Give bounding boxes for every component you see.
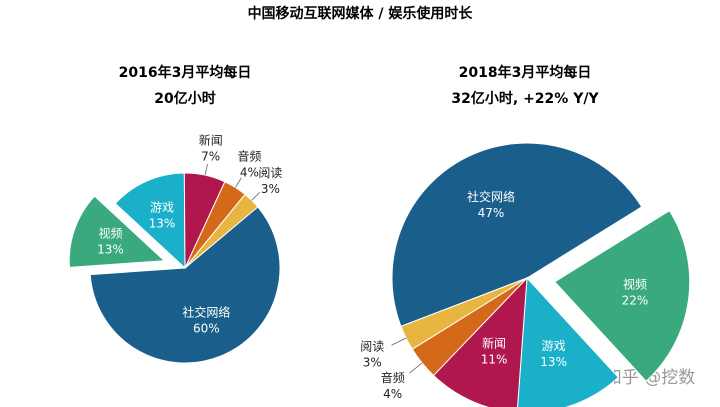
chart-title: 2016年3月平均每日 (119, 64, 252, 81)
slice-label: 游戏 (542, 339, 566, 353)
slice-label: 新闻 (482, 335, 506, 350)
value-label: 4% (383, 387, 402, 401)
pie-slice (391, 142, 643, 328)
value-label: 7% (201, 150, 220, 164)
pie-slice (89, 206, 281, 364)
chart-subtitle: 20亿小时 (154, 90, 215, 107)
value-label: 11% (481, 352, 508, 366)
value-label: 4% (240, 165, 259, 179)
slice-label: 音频 (381, 370, 405, 385)
slice-label: 音频 (237, 148, 261, 163)
pie-slice (517, 276, 620, 407)
value-label: 3% (261, 182, 280, 196)
pie-slice (553, 209, 691, 382)
value-label: 47% (478, 206, 505, 220)
pie-slice (114, 172, 186, 270)
leader-line (391, 337, 407, 346)
leader-line (409, 362, 423, 374)
value-label: 13% (149, 216, 176, 230)
slice-label: 阅读 (258, 166, 282, 180)
slice-label: 阅读 (360, 339, 384, 353)
slice-label: 游戏 (150, 200, 174, 214)
value-label: 3% (363, 355, 382, 369)
slice-label: 社交网络 (467, 189, 515, 204)
pie-slice (432, 276, 528, 407)
slice-label: 视频 (98, 225, 122, 240)
leader-line (204, 163, 208, 176)
pie-slice (68, 195, 166, 268)
chart-subtitle: 32亿小时, +22% Y/Y (451, 90, 599, 107)
slice-label: 新闻 (199, 133, 223, 148)
slice-label: 社交网络 (182, 304, 230, 319)
value-label: 13% (97, 242, 124, 256)
slice-label: 视频 (623, 276, 647, 291)
value-label: 13% (540, 355, 567, 369)
leader-line (235, 177, 242, 188)
chart-title: 2018年3月平均每日 (459, 64, 592, 81)
value-label: 60% (193, 321, 220, 335)
leader-line (251, 191, 260, 201)
page-title: 中国移动互联网媒体 / 娱乐使用时长 (248, 5, 474, 22)
value-label: 22% (622, 293, 649, 307)
